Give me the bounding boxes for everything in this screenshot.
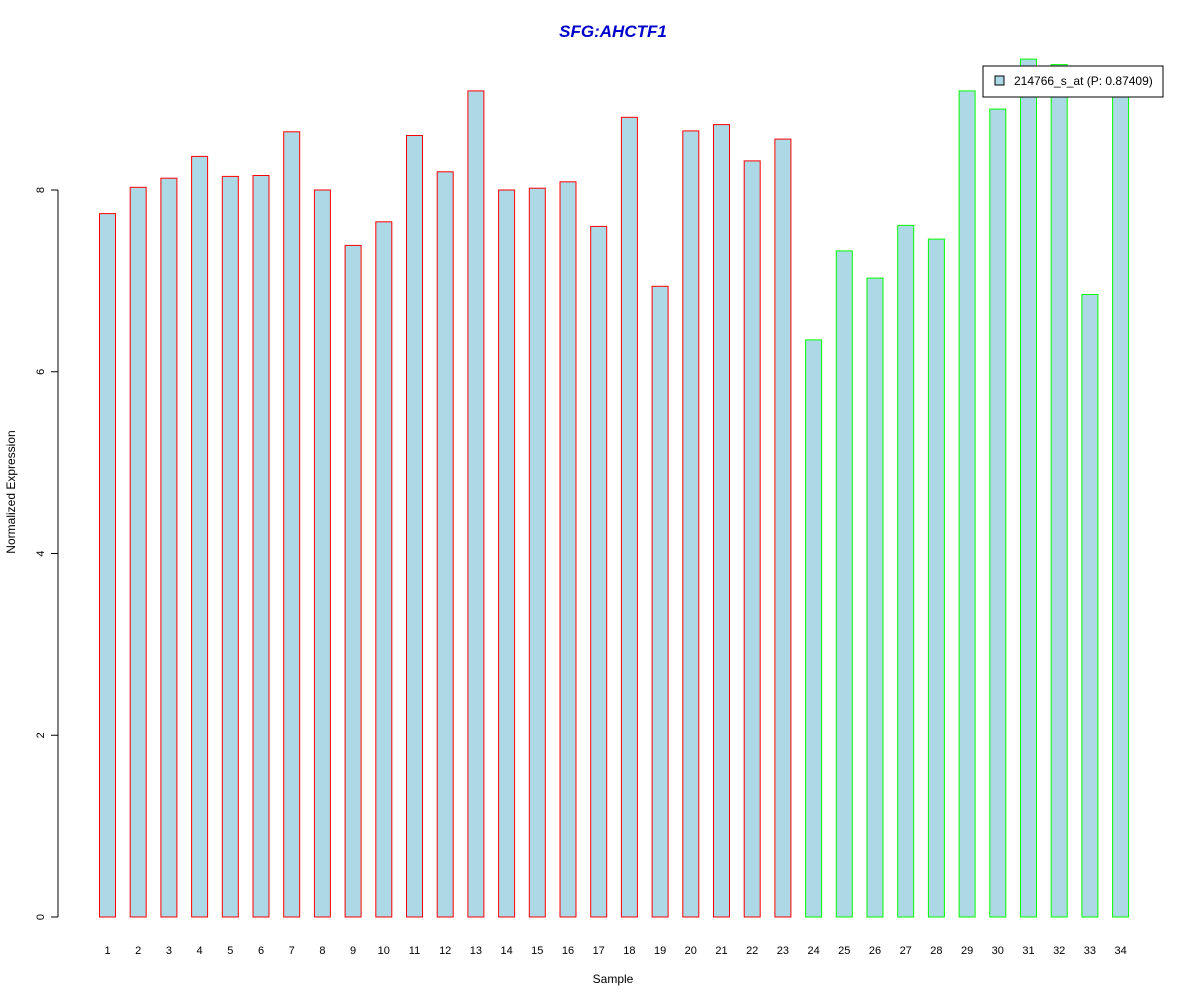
bar-sample-21 — [713, 124, 730, 918]
x-tick-label-21: 21 — [715, 945, 727, 957]
x-tick-label-26: 26 — [869, 945, 881, 957]
y-tick-label: 4 — [35, 550, 47, 556]
x-axis: 1 2 3 4 5 6 7 8 9 10 11 12 13 14 15 16 17 18 19 20 21 22 23 24 2… — [104, 945, 1126, 957]
x-tick-label-4: 4 — [197, 945, 203, 957]
bar-sample-32 — [1050, 64, 1068, 918]
x-tick-label-28: 28 — [930, 945, 942, 957]
x-tick-label-34: 34 — [1114, 945, 1126, 957]
bar-sample-12 — [436, 171, 454, 918]
legend-swatch — [994, 75, 1005, 86]
y-tick-label: 6 — [35, 369, 47, 375]
legend-box — [982, 65, 1164, 98]
bar-sample-20 — [682, 130, 700, 918]
x-tick-label-3: 3 — [166, 945, 172, 957]
bar-sample-3 — [160, 177, 178, 918]
x-tick-label-8: 8 — [319, 945, 325, 957]
bar-sample-10 — [375, 221, 393, 918]
bars-group — [99, 58, 1130, 918]
y-tick-label: 8 — [35, 187, 47, 193]
x-tick-label-15: 15 — [531, 945, 543, 957]
bar-sample-13 — [467, 90, 485, 918]
bar-sample-23 — [774, 138, 792, 918]
legend-entry-label: 214766_s_at (P: 0.87409) — [1014, 74, 1153, 88]
x-tick-label-25: 25 — [838, 945, 850, 957]
bar-sample-18 — [620, 116, 638, 918]
x-tick-label-16: 16 — [562, 945, 574, 957]
x-tick-label-33: 33 — [1084, 945, 1096, 957]
x-tick-label-9: 9 — [350, 945, 356, 957]
x-tick-label-18: 18 — [623, 945, 635, 957]
bar-sample-6 — [252, 175, 270, 918]
x-tick-label-1: 1 — [104, 945, 110, 957]
x-tick-label-22: 22 — [746, 945, 758, 957]
x-tick-label-19: 19 — [654, 945, 666, 957]
x-tick-label-12: 12 — [439, 945, 451, 957]
bar-sample-8 — [313, 189, 331, 918]
y-axis-label: Normalized Expression — [4, 430, 18, 553]
bar-sample-17 — [590, 225, 608, 918]
x-tick-label-7: 7 — [289, 945, 295, 957]
bar-sample-26 — [866, 277, 884, 918]
x-tick-label-31: 31 — [1022, 945, 1034, 957]
x-tick-label-17: 17 — [593, 945, 605, 957]
bar-sample-30 — [989, 108, 1007, 918]
x-tick-label-24: 24 — [807, 945, 819, 957]
bar-sample-33 — [1081, 294, 1099, 918]
bar-sample-28 — [927, 238, 945, 918]
bar-sample-14 — [498, 189, 516, 918]
x-tick-label-27: 27 — [900, 945, 912, 957]
bar-sample-25 — [835, 250, 853, 918]
y-tick-label: 0 — [35, 914, 47, 920]
x-tick-label-10: 10 — [378, 945, 390, 957]
y-tick-label: 2 — [35, 732, 47, 738]
x-axis-label: Sample — [593, 972, 634, 986]
bar-sample-5 — [221, 175, 239, 918]
x-tick-label-14: 14 — [500, 945, 512, 957]
legend: 214766_s_at (P: 0.87409) — [982, 65, 1164, 98]
bar-sample-34 — [1112, 87, 1130, 918]
bar-sample-16 — [559, 181, 577, 918]
bar-sample-4 — [191, 155, 209, 918]
bar-sample-2 — [129, 186, 147, 918]
x-tick-label-6: 6 — [258, 945, 264, 957]
x-tick-label-23: 23 — [777, 945, 789, 957]
x-tick-label-30: 30 — [992, 945, 1004, 957]
bar-sample-31 — [1020, 58, 1037, 918]
bar-sample-19 — [651, 285, 669, 918]
bar-sample-1 — [99, 213, 116, 918]
bar-sample-11 — [406, 135, 423, 918]
bar-sample-15 — [528, 187, 546, 918]
bar-sample-22 — [743, 160, 761, 918]
y-axis: 0 2 4 6 8 — [35, 187, 59, 920]
x-tick-label-5: 5 — [227, 945, 233, 957]
x-tick-label-2: 2 — [135, 945, 141, 957]
bar-sample-29 — [958, 90, 976, 918]
bar-sample-9 — [344, 244, 362, 918]
bar-sample-7 — [283, 131, 301, 918]
chart-title: SFG:AHCTF1 — [559, 22, 667, 41]
bar-sample-24 — [805, 339, 823, 918]
x-tick-label-32: 32 — [1053, 945, 1065, 957]
x-tick-label-13: 13 — [470, 945, 482, 957]
x-tick-label-29: 29 — [961, 945, 973, 957]
x-tick-label-20: 20 — [685, 945, 697, 957]
x-tick-label-11: 11 — [409, 945, 420, 957]
bar-sample-27 — [897, 224, 915, 918]
